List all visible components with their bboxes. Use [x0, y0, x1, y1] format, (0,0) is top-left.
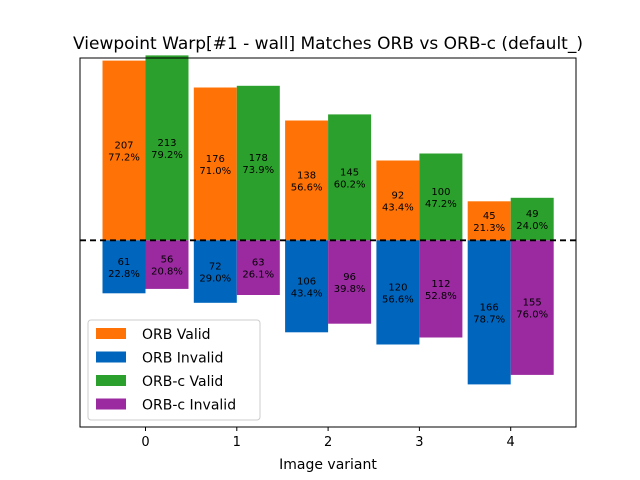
bar-value-label: 100 47.2% [425, 187, 457, 210]
x-tick-label: 0 [141, 435, 149, 450]
bar-value-label: 145 60.2% [334, 167, 366, 190]
bar-orb-c-invalid-3 [419, 240, 463, 338]
bar-value-label: 178 73.9% [242, 153, 274, 176]
bar-value-label: 45 21.3% [473, 211, 505, 234]
bar-value-label: 155 76.0% [516, 298, 548, 321]
legend-box [87, 319, 261, 421]
bar-value-label: 112 52.8% [425, 279, 457, 302]
bar-orb-c-invalid-1 [236, 240, 280, 295]
bars-layer: 207 77.2% 176 71.0% 138 56.6% 92 43.4% 45 21.3% 61… [102, 55, 554, 385]
x-tick-label: 4 [507, 435, 515, 450]
bar-orb-valid-1 [193, 87, 237, 241]
legend-swatch [96, 375, 126, 386]
legend-label: ORB-c Invalid [142, 398, 236, 414]
bar-orb-valid-3 [376, 160, 420, 241]
bar-value-label: 96 39.8% [334, 272, 366, 295]
bar-orb-c-valid-4 [510, 197, 554, 241]
legend-swatch [96, 398, 126, 410]
bar-value-label: 61 22.8% [108, 257, 140, 280]
legend-label: ORB Invalid [142, 351, 223, 367]
bar-orb-invalid-4 [467, 240, 511, 385]
legend-label: ORB Valid [142, 327, 211, 343]
bar-orb-valid-0 [102, 60, 146, 241]
x-tick-label: 3 [415, 435, 423, 450]
bar-orb-valid-2 [285, 120, 329, 241]
bar-orb-valid-4 [467, 201, 511, 241]
bar-value-label: 56 20.8% [151, 255, 183, 278]
bar-orb-invalid-3 [376, 240, 420, 345]
bar-value-label: 138 56.6% [291, 170, 323, 193]
bar-orb-c-invalid-2 [328, 240, 372, 324]
bar-orb-c-valid-0 [145, 55, 189, 241]
chart-title: Viewpoint Warp[#1 - wall] Matches ORB vs… [73, 34, 583, 54]
bar-orb-c-invalid-0 [145, 240, 189, 289]
bar-orb-invalid-2 [285, 240, 329, 333]
bar-value-label: 106 43.4% [291, 276, 323, 299]
bar-orb-c-valid-2 [328, 114, 372, 241]
legend: ORB Valid ORB Invalid ORB-c Valid ORB-c Inv… [87, 319, 261, 421]
bar-orb-invalid-0 [102, 240, 146, 294]
bar-value-label: 207 77.2% [108, 141, 140, 164]
bar-value-label: 166 78.7% [473, 302, 505, 325]
legend-swatch [96, 328, 126, 339]
x-axis-label: Image variant [279, 457, 377, 473]
x-tick-label: 1 [233, 435, 241, 450]
bar-value-label: 72 29.0% [199, 262, 231, 285]
bar-value-label: 92 43.4% [382, 190, 414, 213]
bar-orb-c-invalid-4 [510, 240, 554, 375]
legend-swatch [96, 351, 126, 363]
bar-value-label: 213 79.2% [151, 138, 183, 161]
x-axis-ticks: 0 1 2 3 4 [141, 427, 515, 450]
bar-orb-invalid-1 [193, 240, 237, 303]
bar-value-label: 49 24.0% [516, 209, 548, 232]
bar-value-label: 63 26.1% [242, 258, 274, 281]
bar-value-label: 120 56.6% [382, 282, 414, 305]
legend-label: ORB-c Valid [142, 374, 223, 390]
x-tick-label: 2 [324, 435, 332, 450]
bar-orb-c-valid-3 [419, 153, 463, 241]
bar-value-label: 176 71.0% [199, 154, 231, 177]
bar-orb-c-valid-1 [236, 85, 280, 241]
